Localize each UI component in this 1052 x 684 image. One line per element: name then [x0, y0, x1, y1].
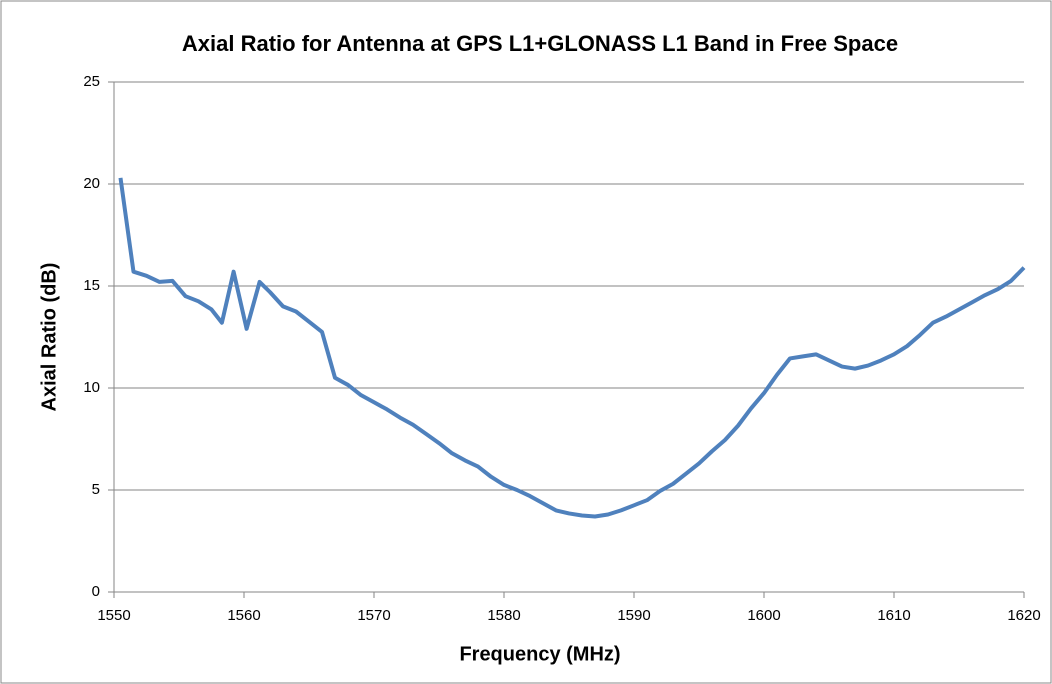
y-tick-label: 0 [92, 583, 100, 600]
y-tick-label: 25 [83, 73, 100, 90]
y-axis-title: Axial Ratio (dB) [38, 263, 60, 412]
x-tick-label: 1580 [487, 607, 520, 624]
x-tick-label: 1590 [617, 607, 650, 624]
data-line [118, 177, 1026, 519]
x-tick-label: 1620 [1007, 607, 1040, 624]
y-tick-label: 5 [92, 481, 100, 498]
y-tick-label: 20 [83, 175, 100, 192]
x-tick-label: 1560 [227, 607, 260, 624]
x-tick-label: 1570 [357, 607, 390, 624]
chart-title: Axial Ratio for Antenna at GPS L1+GLONAS… [182, 31, 898, 56]
y-tick-label: 15 [83, 277, 100, 294]
x-tick-label: 1610 [877, 607, 910, 624]
y-tick-label: 10 [83, 379, 100, 396]
x-tick-label: 1600 [747, 607, 780, 624]
x-axis-title: Frequency (MHz) [459, 643, 620, 665]
x-tick-label: 1550 [97, 607, 130, 624]
